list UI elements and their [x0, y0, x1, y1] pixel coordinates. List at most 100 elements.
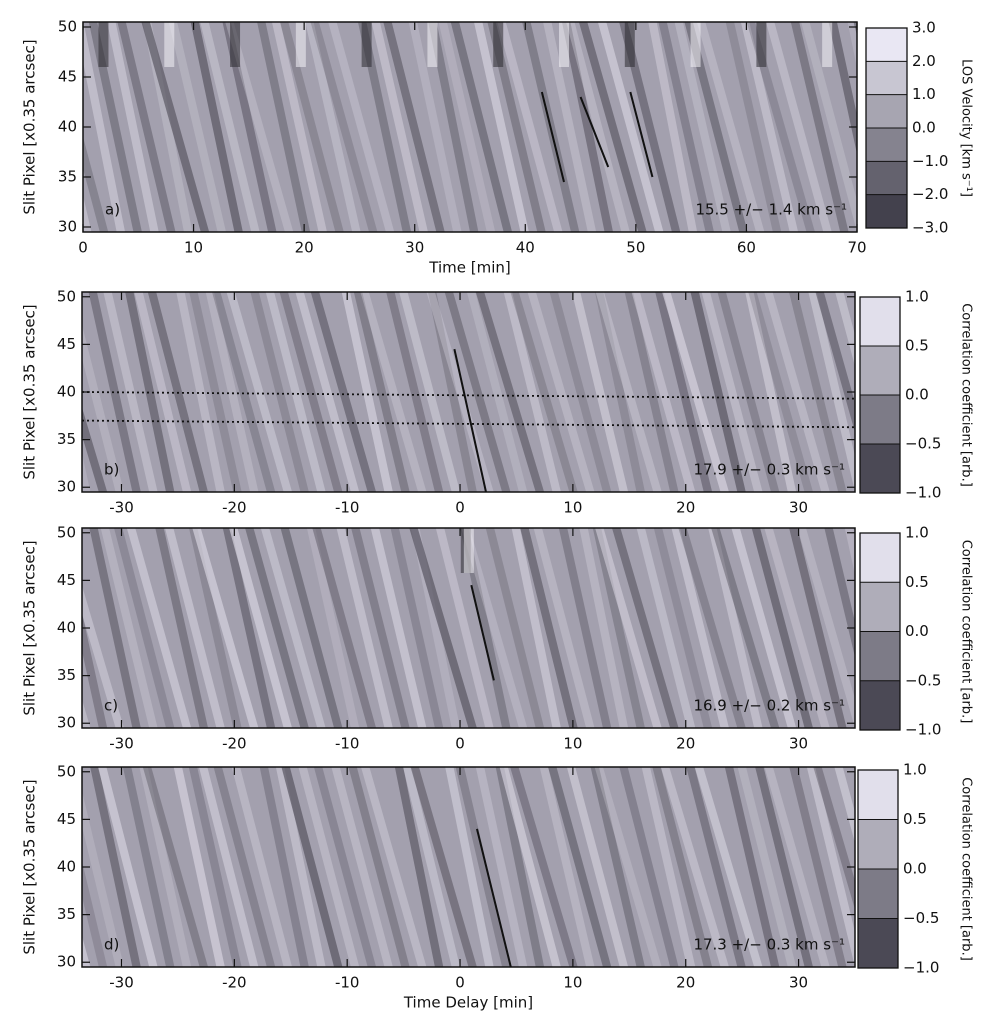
heatmap-texture [168, 22, 227, 232]
heatmap-texture [808, 292, 855, 492]
x-tick-label: 30 [789, 974, 808, 992]
heatmap-texture [275, 767, 326, 967]
panel-label: a) [105, 201, 120, 219]
heatmap-texture [435, 528, 494, 728]
heatmap-texture [690, 292, 746, 492]
x-tick-label: 10 [184, 239, 203, 257]
heatmap-texture [789, 528, 847, 728]
heatmap-texture [558, 528, 612, 728]
annotation: 16.9 +/− 0.2 km s⁻¹ [693, 697, 845, 715]
y-axis-label: Slit Pixel [x0.35 arcsec] [21, 779, 39, 954]
colorbar-tick-label: 0.0 [912, 119, 936, 137]
heatmap-texture [371, 22, 428, 232]
heatmap [83, 22, 857, 232]
heatmap-texture [566, 767, 629, 967]
heatmap-texture [310, 22, 378, 232]
heatmap-texture [847, 22, 857, 68]
heatmap-texture [83, 136, 109, 232]
heatmap-texture [212, 292, 276, 492]
heatmap-texture [90, 767, 141, 967]
colorbar-tick-label: −0.5 [905, 671, 941, 689]
x-tick-label: 40 [516, 239, 535, 257]
heatmap-texture [82, 699, 91, 728]
heatmap-texture [82, 324, 125, 492]
heatmap-texture [624, 22, 635, 67]
heatmap-texture [306, 528, 360, 728]
heatmap-texture [853, 22, 857, 36]
heatmap-texture [571, 292, 629, 492]
x-tick-label: 20 [295, 239, 314, 257]
heatmap-texture [520, 528, 578, 728]
y-tick-label: 30 [58, 218, 77, 236]
heatmap-texture [671, 528, 729, 728]
heatmap-texture [173, 767, 225, 967]
heatmap-texture [737, 767, 797, 967]
y-tick-label: 45 [57, 335, 76, 353]
heatmap-texture [455, 767, 511, 967]
x-tick-label: 30 [789, 735, 808, 753]
heatmap-texture [331, 767, 393, 967]
x-tick-label: 20 [676, 974, 695, 992]
heatmap-texture [250, 292, 309, 492]
colorbar-label: Correlation coefficient [arb.] [959, 540, 974, 724]
x-axis-label: Time Delay [min] [403, 994, 533, 1012]
heatmap-texture [190, 22, 243, 232]
heatmap-texture [790, 22, 849, 232]
colorbar-band [866, 28, 907, 62]
heatmap-texture [674, 22, 731, 232]
heatmap-texture [410, 767, 477, 967]
heatmap-texture [97, 767, 158, 967]
panel-label: b) [104, 461, 119, 479]
heatmap-texture [731, 528, 797, 728]
y-tick-label: 45 [57, 810, 76, 828]
heatmap-texture [764, 528, 830, 728]
heatmap-texture [353, 292, 410, 492]
heatmap-texture [475, 292, 545, 492]
y-tick-label: 40 [57, 619, 76, 637]
heatmap-texture [579, 528, 629, 728]
heatmap-texture [527, 292, 595, 492]
colorbar-tick-label: −1.0 [905, 721, 941, 739]
dotted-line [81, 391, 856, 400]
heatmap-texture [755, 767, 813, 967]
heatmap [82, 767, 855, 967]
colorbar-band [860, 582, 900, 632]
heatmap-texture [473, 22, 529, 232]
heatmap-texture [648, 22, 698, 232]
heatmap-texture [824, 528, 855, 658]
heatmap-texture [844, 528, 855, 575]
panel-label: c) [104, 697, 118, 715]
colorbar-band [860, 533, 900, 583]
heatmap-texture [82, 935, 91, 967]
heatmap-texture [789, 767, 847, 967]
heatmap-texture [142, 767, 209, 967]
heatmap-texture [279, 292, 343, 492]
x-tick-label: 10 [563, 499, 582, 517]
heatmap-texture [813, 767, 855, 910]
heatmap-texture [341, 292, 393, 492]
heatmap-texture [495, 767, 545, 967]
colorbar-label: Correlation coefficient [arb.] [959, 777, 974, 961]
heatmap-texture [619, 22, 681, 232]
heatmap-texture [312, 528, 377, 728]
y-tick-label: 40 [57, 383, 76, 401]
heatmap-texture [386, 292, 444, 492]
heatmap-texture [155, 528, 209, 728]
heatmap-texture [445, 767, 494, 967]
x-tick-label: -30 [109, 974, 134, 992]
y-tick-label: 35 [57, 430, 76, 448]
heatmap-texture [636, 528, 696, 728]
heatmap-texture [686, 767, 746, 967]
heatmap-texture [652, 767, 713, 967]
colorbar-tick-label: −0.5 [903, 909, 939, 927]
heatmap-texture [708, 528, 763, 728]
heatmap-texture [426, 292, 494, 492]
heatmap-texture [245, 528, 309, 728]
heatmap-texture [653, 528, 713, 728]
heatmap-texture [475, 767, 528, 967]
y-tick-label: 40 [57, 858, 76, 876]
heatmap-texture [463, 528, 474, 573]
heatmap-texture [788, 292, 847, 492]
heatmap-texture [427, 292, 477, 492]
y-axis-label: Slit Pixel [x0.35 arcsec] [21, 39, 39, 214]
